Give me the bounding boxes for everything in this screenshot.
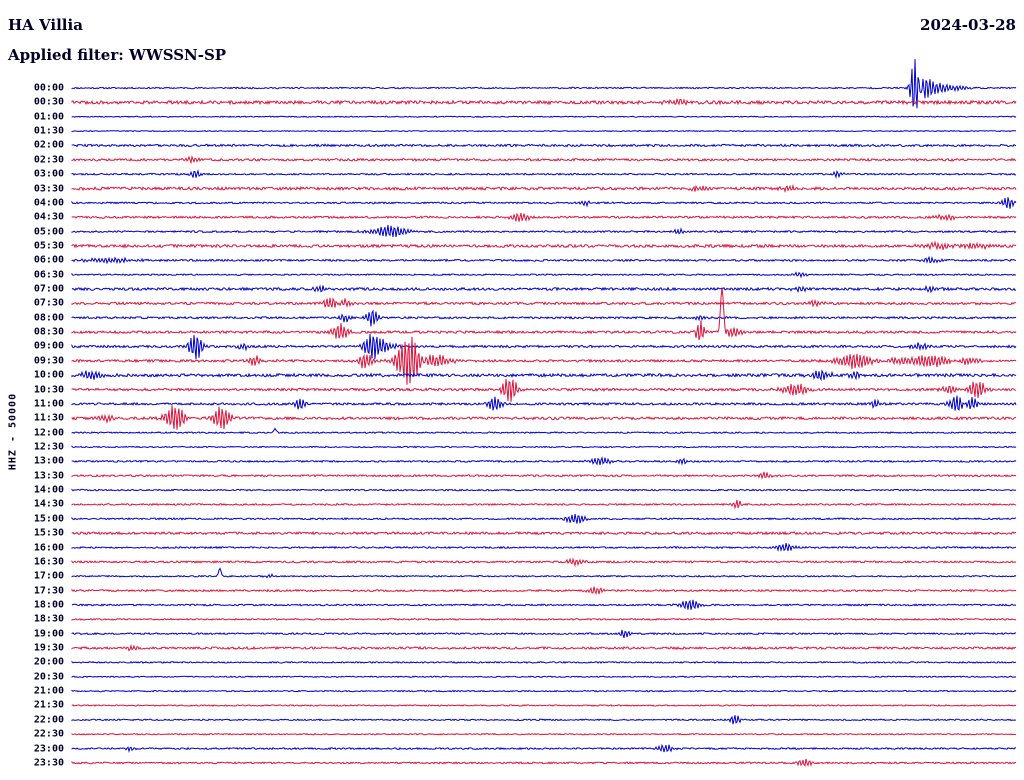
seismogram-trace-11:00	[71, 395, 1017, 412]
seismogram-trace-21:30	[71, 704, 1017, 707]
seismogram-trace-22:00	[71, 715, 1017, 725]
seismogram-trace-20:00	[71, 660, 1017, 664]
seismogram-trace-09:30	[71, 336, 1017, 385]
seismogram-trace-01:00	[71, 115, 1017, 118]
seismogram-trace-19:30	[71, 643, 1017, 652]
seismogram-trace-18:00	[71, 599, 1017, 610]
seismogram-trace-05:00	[71, 224, 1017, 237]
seismogram-trace-11:30	[71, 405, 1017, 430]
seismogram-trace-07:30	[71, 297, 1017, 309]
seismogram-trace-13:00	[71, 456, 1017, 466]
seismogram-trace-10:30	[71, 378, 1017, 402]
seismogram-trace-04:30	[71, 212, 1017, 223]
seismogram-trace-07:00	[71, 284, 1017, 294]
seismogram-trace-12:00	[71, 427, 1017, 435]
seismogram-trace-06:30	[71, 271, 1016, 279]
seismogram-trace-00:30	[71, 98, 1017, 106]
seismogram-trace-02:00	[71, 143, 1017, 148]
seismogram-trace-18:30	[71, 617, 1017, 621]
filter-label: Applied filter: WWSSN-SP	[8, 46, 227, 64]
seismogram-trace-17:30	[71, 586, 1017, 596]
seismogram-trace-16:00	[71, 542, 1017, 553]
date-label: 2024-03-28	[920, 16, 1016, 34]
seismogram-trace-15:00	[71, 513, 1016, 524]
seismogram-trace-20:30	[71, 675, 1017, 679]
seismogram-trace-03:00	[71, 168, 1017, 179]
seismogram-trace-23:00	[71, 743, 1017, 754]
seismogram-trace-12:30	[71, 445, 1017, 449]
seismogram-trace-14:00	[71, 488, 1017, 492]
seismogram-trace-17:00	[71, 567, 1017, 579]
seismogram-trace-03:30	[71, 183, 1017, 194]
seismogram-trace-13:30	[71, 471, 1017, 480]
seismogram-trace-00:00	[71, 59, 1017, 109]
seismogram-trace-08:00	[71, 309, 1017, 327]
seismogram-trace-05:30	[71, 240, 1017, 251]
seismogram-trace-23:30	[71, 758, 1016, 768]
seismogram-trace-16:30	[71, 557, 1017, 568]
seismogram-trace-22:30	[71, 732, 1017, 736]
seismogram-trace-10:00	[71, 369, 1017, 382]
seismogram-trace-08:30	[71, 287, 1017, 341]
seismogram-trace-09:00	[71, 334, 1017, 360]
seismogram-trace-19:00	[71, 629, 1017, 639]
seismogram-trace-14:30	[71, 499, 1017, 510]
seismogram-trace-15:30	[71, 530, 1017, 536]
seismogram-trace-06:00	[71, 255, 1017, 265]
seismogram-trace-01:30	[71, 129, 1017, 133]
seismogram-trace-04:00	[71, 197, 1017, 209]
seismogram-trace-21:00	[71, 689, 1017, 693]
station-title: HA Villia	[8, 16, 83, 34]
seismogram-trace-02:30	[71, 154, 1017, 165]
